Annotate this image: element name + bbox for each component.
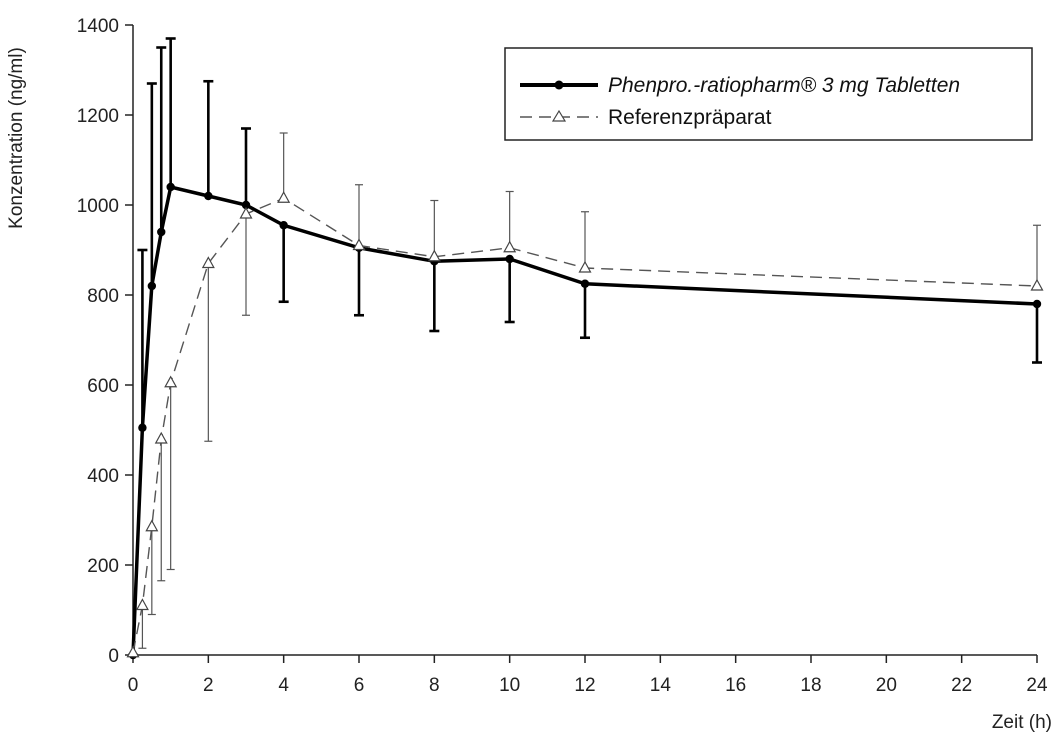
data-point-series-1 [279,221,288,230]
series-markers [126,182,1044,660]
data-point-series-1 [505,254,514,264]
data-point-series-2 [503,240,517,253]
legend: Phenpro.-ratiopharm® 3 mg Tabletten Refe… [504,47,1033,141]
data-point-series-1 [166,182,175,192]
data-point-series-2 [427,249,441,262]
data-point-series-2 [201,256,215,269]
data-point-series-1 [157,227,166,237]
data-point-series-2 [135,598,149,611]
data-point-series-1 [138,423,147,432]
legend-marker-series-1 [554,80,564,90]
x-axis-label: Zeit (h) [992,712,1052,733]
data-point-series-1 [204,191,213,201]
y-tick-label: 1200 [77,106,119,127]
data-point-series-2 [578,260,592,273]
x-tick-label: 18 [800,675,821,696]
x-tick-label: 0 [128,675,139,696]
y-axis-label: Konzentration (ng/ml) [6,47,27,229]
x-tick-label: 14 [650,675,672,696]
data-point-series-1 [580,279,590,288]
x-tick-label: 20 [876,675,897,696]
legend-label-series-1: Phenpro.-ratiopharm® 3 mg Tabletten [608,74,960,97]
data-point-series-2 [145,519,159,532]
x-tick-label: 24 [1026,675,1048,696]
data-point-series-2 [164,375,178,388]
x-tick-label: 10 [499,675,520,696]
x-tick-label: 22 [951,675,972,696]
data-point-series-1 [147,281,157,291]
legend-marker-series-2 [551,109,567,122]
data-point-series-1 [1032,299,1042,309]
y-tick-label: 200 [87,556,119,577]
data-point-series-2 [352,238,366,251]
legend-box [504,47,1033,141]
y-tick-label: 400 [87,466,119,487]
data-point-series-2 [154,431,168,444]
error-bars [128,37,1042,657]
x-tick-label: 2 [203,675,214,696]
y-tick-label: 600 [87,376,119,397]
x-tick-label: 12 [574,675,595,696]
y-tick-label: 0 [108,646,119,667]
legend-label-series-2: Referenzpräparat [608,106,772,129]
x-tick-label: 8 [429,675,440,696]
data-point-series-2 [239,206,253,219]
y-tick-label: 1000 [77,196,119,217]
x-tick-label: 6 [354,675,365,696]
data-point-series-2 [277,191,291,203]
x-tick-label: 4 [278,675,289,696]
y-tick-label: 800 [87,286,119,307]
data-point-series-2 [126,645,140,658]
data-point-series-2 [1030,278,1044,291]
data-point-series-1 [241,200,251,210]
y-tick-label: 1400 [77,16,119,37]
x-tick-label: 16 [725,675,746,696]
